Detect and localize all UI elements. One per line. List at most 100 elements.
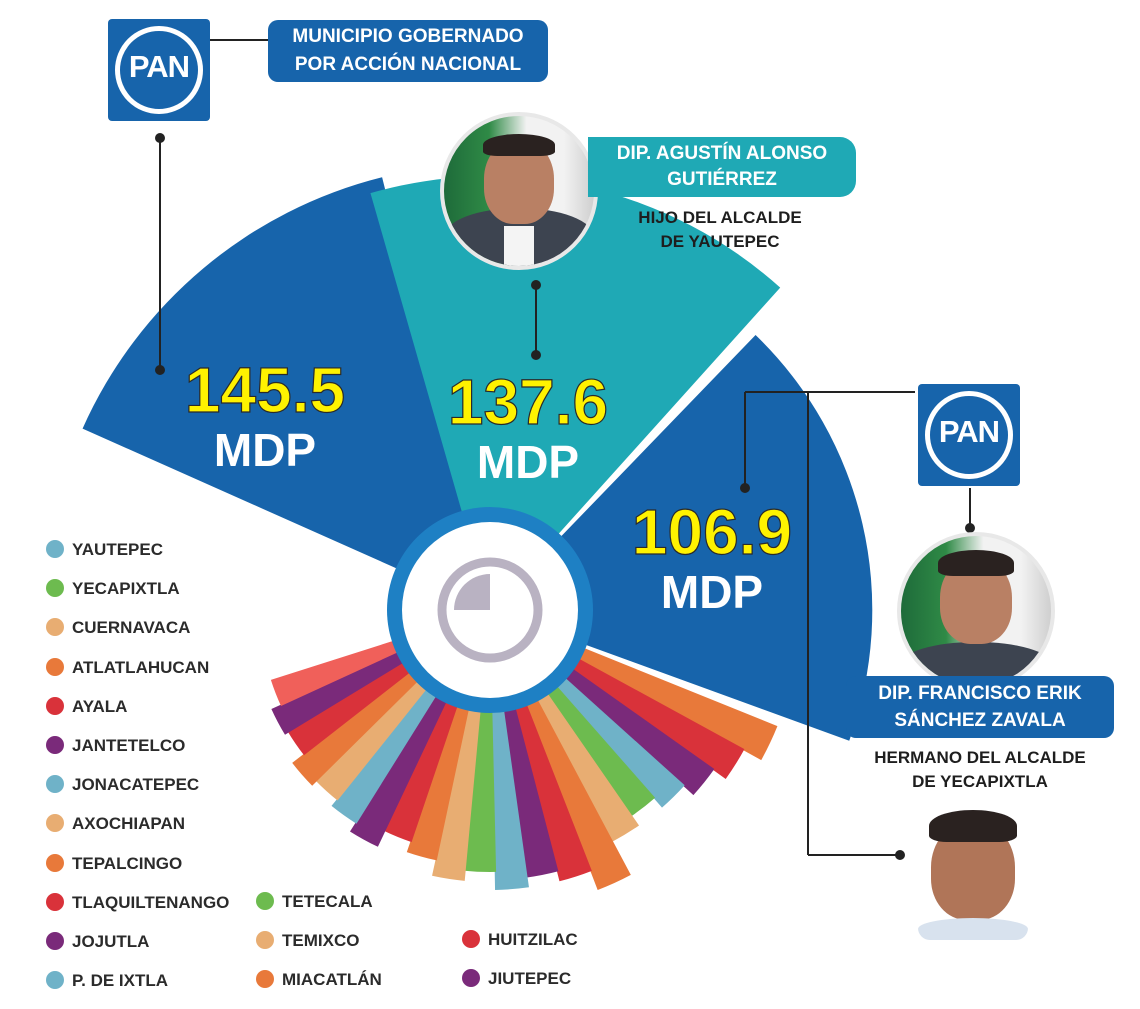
unit-label: MDP [477, 436, 579, 488]
legend-label: JOJUTLA [72, 932, 150, 951]
legend-label: HUITZILAC [488, 930, 578, 949]
connector-lines [155, 39, 975, 860]
legend-label: P. DE IXTLA [72, 971, 169, 991]
sector-municipio [515, 671, 631, 891]
legend-label: JONACATEPEC [72, 775, 200, 795]
pan-logo-top: PAN [108, 19, 210, 121]
sector-municipio [331, 664, 453, 824]
sector-municipio [546, 643, 745, 779]
legend-label: JANTETELCO [72, 736, 186, 755]
sector-municipio [315, 658, 447, 801]
legend-label: TEPALCINGO [72, 853, 183, 873]
legend-label: TETECALA [282, 892, 373, 911]
legend-swatch [46, 579, 64, 598]
legend-swatch [46, 853, 64, 872]
erik-name-box: DIP. FRANCISCO ERIK SÁNCHEZ ZAVALA [846, 676, 1114, 738]
legend-label: CUERNAVACA [72, 618, 191, 638]
legend-swatch [462, 969, 480, 988]
chart-sectors [82, 176, 873, 891]
legend-label: YECAPIXTLA [72, 579, 180, 599]
legend-item: HUITZILAC [462, 930, 578, 950]
legend-label: TEMIXCO [282, 931, 360, 951]
legend-swatch [46, 736, 64, 754]
legend-item: YAUTEPEC [46, 540, 163, 560]
legend-item: CUERNAVACA [46, 618, 190, 638]
sector-145.5 [82, 177, 474, 582]
sector-municipio [406, 676, 476, 861]
sector-municipio [541, 650, 715, 796]
legend-swatch [256, 931, 274, 950]
legend-item: ATLATLAHUCAN [46, 657, 210, 678]
sector-municipio [551, 636, 778, 761]
legend-item: YECAPIXTLA [46, 579, 180, 599]
legend-swatch [46, 932, 64, 950]
legend-item: MIACATLÁN [256, 970, 382, 990]
legend-swatch [256, 970, 274, 989]
third-person-photo [918, 800, 1028, 940]
sector-municipio [491, 679, 529, 890]
sector-municipio [535, 656, 685, 808]
unit-label: MDP [214, 424, 316, 476]
legend-swatch [46, 657, 64, 676]
connector-dot [895, 850, 905, 860]
connector-dot [740, 483, 750, 493]
header-title: MUNICIPIO GOBERNADO POR ACCIÓN NACIONAL [268, 20, 548, 82]
value-label: 106.9 [632, 496, 792, 568]
erik-relation: HERMANO DEL ALCALDE DE YECAPIXTLA [874, 748, 1086, 791]
value-label: 137.6 [448, 366, 608, 438]
sector-municipio [287, 646, 435, 756]
sector-municipio [499, 677, 559, 878]
legend-item: AXOCHIAPAN [46, 814, 185, 834]
legend-swatch [46, 618, 64, 637]
legend-swatch [462, 930, 480, 948]
sector-municipio [292, 652, 441, 786]
sector-municipio [464, 679, 497, 873]
unit-label: MDP [661, 566, 763, 618]
legend-item: AYALA [46, 696, 128, 717]
legend-label: JIUTEPEC [488, 969, 572, 989]
legend-label: ATLATLAHUCAN [72, 657, 210, 677]
legend-item: TETECALA [256, 892, 373, 912]
legend-swatch [46, 971, 64, 990]
legend-swatch [46, 696, 64, 715]
legend-label: AYALA [72, 696, 128, 716]
legend-item: JONACATEPEC [46, 775, 199, 795]
connector-dot [965, 523, 975, 533]
sector-municipio [529, 662, 656, 817]
sector-municipio [270, 631, 427, 706]
connector-dot [155, 365, 165, 375]
sector-106.9 [538, 335, 873, 741]
legend-label: TLAQUILTENANGO [72, 892, 230, 912]
erik-photo [897, 532, 1055, 690]
agustin-photo [440, 112, 598, 270]
sector-municipio [349, 669, 461, 847]
pan-logo-right: PAN [918, 384, 1020, 486]
legend-item: TEPALCINGO [46, 853, 183, 874]
legend-item: TEMIXCO [256, 931, 359, 951]
legend-item: P. DE IXTLA [46, 971, 168, 991]
legend-item: JOJUTLA [46, 932, 149, 952]
agustin-name-box: DIP. AGUSTÍN ALONSO GUTIÉRREZ [588, 137, 856, 197]
chart-center [387, 507, 593, 713]
connector-dot [155, 133, 165, 143]
legend-swatch [256, 892, 274, 910]
legend-item: TLAQUILTENANGO [46, 892, 230, 913]
legend-item: JIUTEPEC [462, 969, 571, 989]
legend-swatch [46, 892, 64, 911]
sector-municipio [384, 673, 468, 843]
sector-municipio [432, 678, 484, 881]
sector-municipio [271, 638, 431, 735]
connector-dot [531, 280, 541, 290]
legend-swatch [46, 814, 64, 833]
legend-swatch [46, 540, 64, 558]
connector-dot [531, 350, 541, 360]
sector-municipio [522, 667, 640, 842]
legend-label: AXOCHIAPAN [72, 814, 186, 834]
agustin-relation: HIJO DEL ALCALDE DE YAUTEPEC [638, 208, 802, 251]
legend-label: MIACATLÁN [282, 970, 382, 990]
sector-municipio [507, 675, 592, 882]
legend-swatch [46, 775, 64, 794]
legend-label: YAUTEPEC [72, 540, 164, 559]
